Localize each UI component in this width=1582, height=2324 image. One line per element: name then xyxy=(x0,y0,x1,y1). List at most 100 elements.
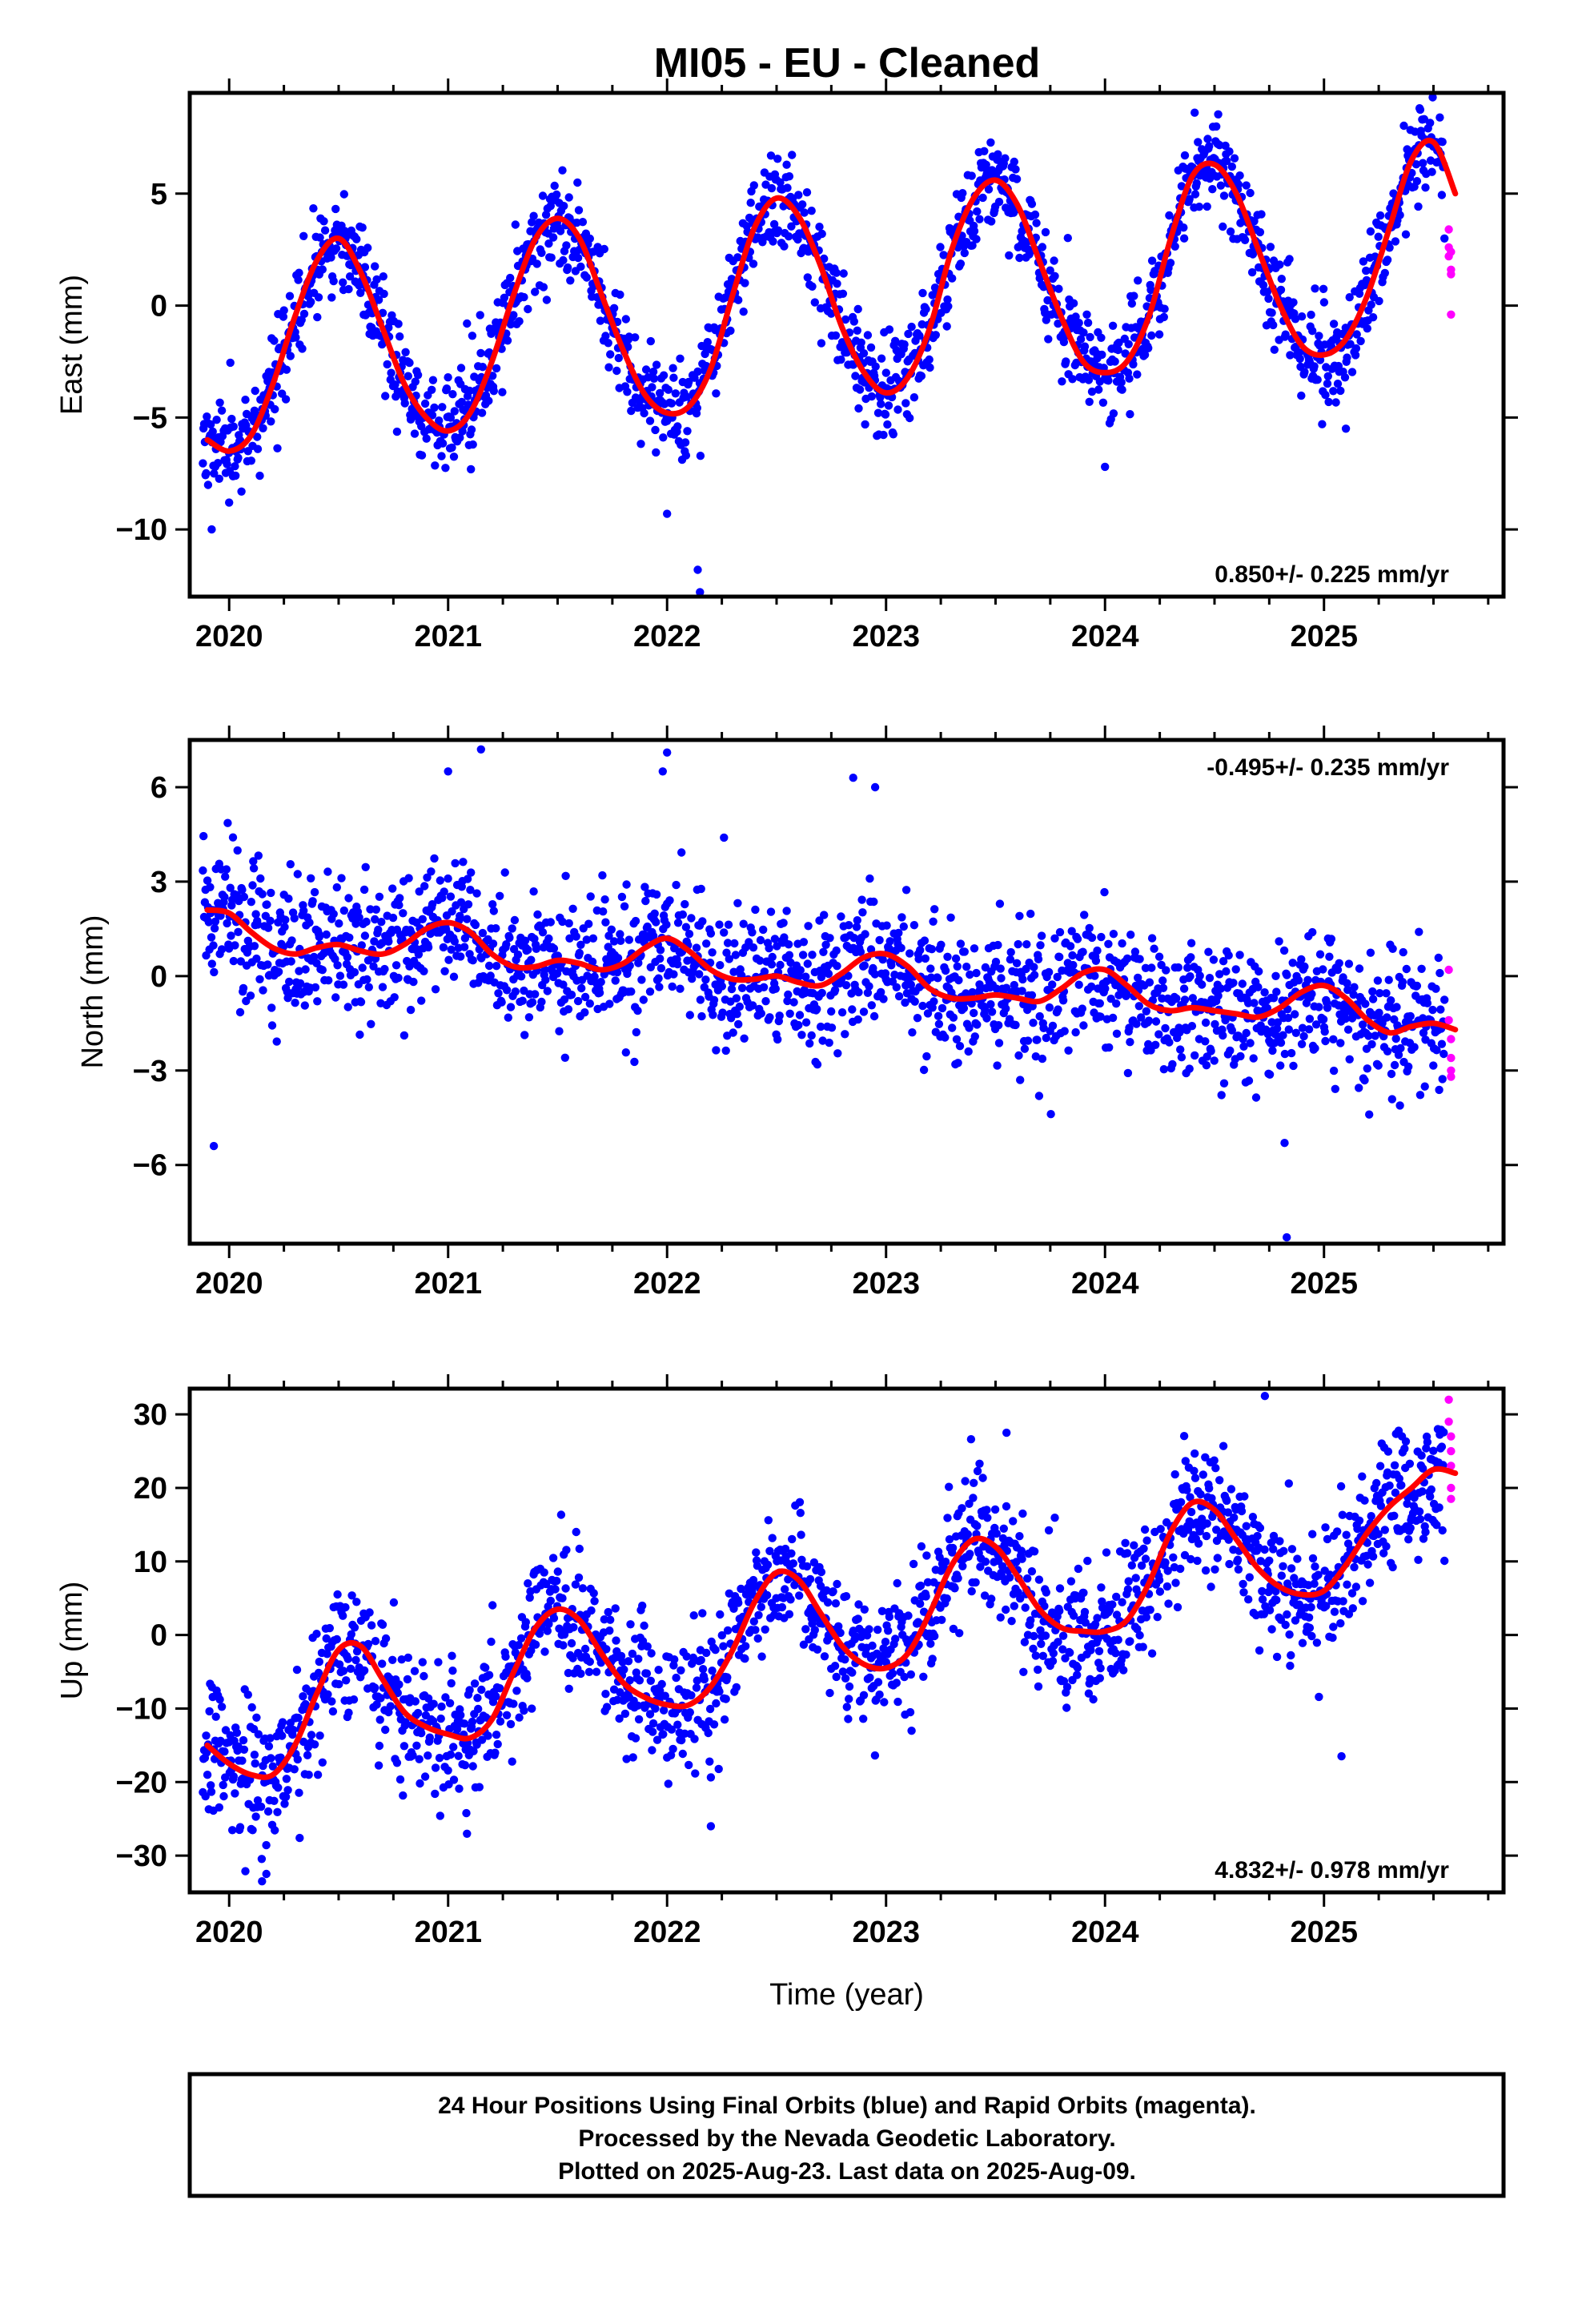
data-point xyxy=(520,292,528,302)
data-point xyxy=(500,868,509,877)
outlier-point xyxy=(1283,1232,1291,1242)
data-point xyxy=(650,909,659,919)
data-point xyxy=(1250,217,1259,226)
data-point xyxy=(477,1735,487,1744)
data-point xyxy=(1179,984,1189,993)
data-point xyxy=(1260,988,1269,997)
data-point xyxy=(251,386,259,396)
data-point xyxy=(396,1775,405,1784)
data-point xyxy=(438,403,447,412)
data-point xyxy=(449,1743,458,1751)
data-point xyxy=(1078,1004,1087,1013)
data-point xyxy=(716,961,725,970)
data-point xyxy=(217,945,227,954)
data-point xyxy=(1359,257,1368,266)
data-point xyxy=(333,1590,342,1599)
data-point xyxy=(832,946,841,955)
data-point xyxy=(1127,299,1137,308)
data-point xyxy=(1362,266,1371,275)
data-point xyxy=(645,416,655,425)
data-point xyxy=(700,1675,709,1684)
data-point xyxy=(1108,321,1118,330)
data-point xyxy=(701,349,709,359)
data-point xyxy=(972,235,981,243)
data-point xyxy=(1124,340,1133,348)
data-point xyxy=(659,433,668,442)
data-point xyxy=(473,1694,482,1703)
data-point xyxy=(931,331,941,340)
outlier-point xyxy=(207,525,216,534)
data-point xyxy=(460,1761,470,1770)
data-point xyxy=(1221,1015,1230,1025)
data-point xyxy=(294,275,303,284)
data-point xyxy=(607,925,616,935)
data-point xyxy=(305,918,314,927)
data-point xyxy=(785,1009,794,1019)
data-point xyxy=(853,1614,862,1623)
data-point xyxy=(258,890,267,899)
data-point xyxy=(1180,151,1190,160)
data-point xyxy=(1211,1019,1219,1029)
data-point xyxy=(1019,1667,1028,1676)
data-point xyxy=(1034,955,1043,964)
data-point xyxy=(876,393,885,402)
data-point xyxy=(753,1634,762,1643)
data-point xyxy=(596,978,605,987)
data-point xyxy=(325,1623,334,1633)
data-point xyxy=(609,304,619,312)
data-point xyxy=(967,999,976,1008)
data-point xyxy=(484,1671,494,1679)
data-point xyxy=(923,1578,933,1587)
data-point xyxy=(685,1760,693,1770)
data-point xyxy=(975,1459,984,1469)
data-point xyxy=(492,364,501,373)
data-point xyxy=(299,231,308,240)
data-point xyxy=(897,913,906,922)
data-point xyxy=(267,888,275,898)
data-point xyxy=(948,1023,957,1032)
data-point xyxy=(371,905,380,915)
data-point xyxy=(1387,1095,1397,1104)
data-point xyxy=(656,963,666,973)
data-point xyxy=(271,1826,279,1835)
data-point xyxy=(869,1011,879,1021)
data-point xyxy=(813,1645,822,1654)
data-point xyxy=(381,1725,390,1735)
data-point xyxy=(1005,251,1014,260)
data-point xyxy=(672,880,681,890)
data-point xyxy=(1222,967,1231,976)
data-point xyxy=(1333,380,1343,388)
data-point xyxy=(314,1668,323,1678)
data-point xyxy=(1055,927,1065,937)
data-point xyxy=(749,181,758,190)
data-point xyxy=(543,987,552,995)
data-point xyxy=(1329,320,1339,328)
data-point xyxy=(693,404,701,412)
data-point xyxy=(420,882,429,891)
data-point xyxy=(818,1036,827,1045)
data-point xyxy=(884,1626,893,1635)
data-point xyxy=(616,290,624,300)
data-point xyxy=(695,970,704,979)
data-point xyxy=(229,956,238,966)
data-point xyxy=(1350,983,1359,991)
data-point xyxy=(1319,284,1328,293)
data-point xyxy=(362,917,371,927)
data-point xyxy=(837,355,845,364)
data-point xyxy=(1122,954,1132,963)
data-point xyxy=(211,1712,220,1721)
data-point xyxy=(682,1652,691,1661)
data-point xyxy=(1066,1648,1074,1657)
data-point xyxy=(239,892,249,902)
data-point xyxy=(324,976,333,985)
data-point xyxy=(1240,235,1250,244)
data-point xyxy=(574,1573,584,1582)
data-point xyxy=(729,1604,738,1614)
data-point xyxy=(346,1664,355,1673)
data-point xyxy=(511,987,520,996)
data-point xyxy=(1038,1651,1048,1660)
data-point xyxy=(590,972,599,981)
x-axis-ticks xyxy=(227,78,1490,611)
data-point xyxy=(741,279,749,287)
